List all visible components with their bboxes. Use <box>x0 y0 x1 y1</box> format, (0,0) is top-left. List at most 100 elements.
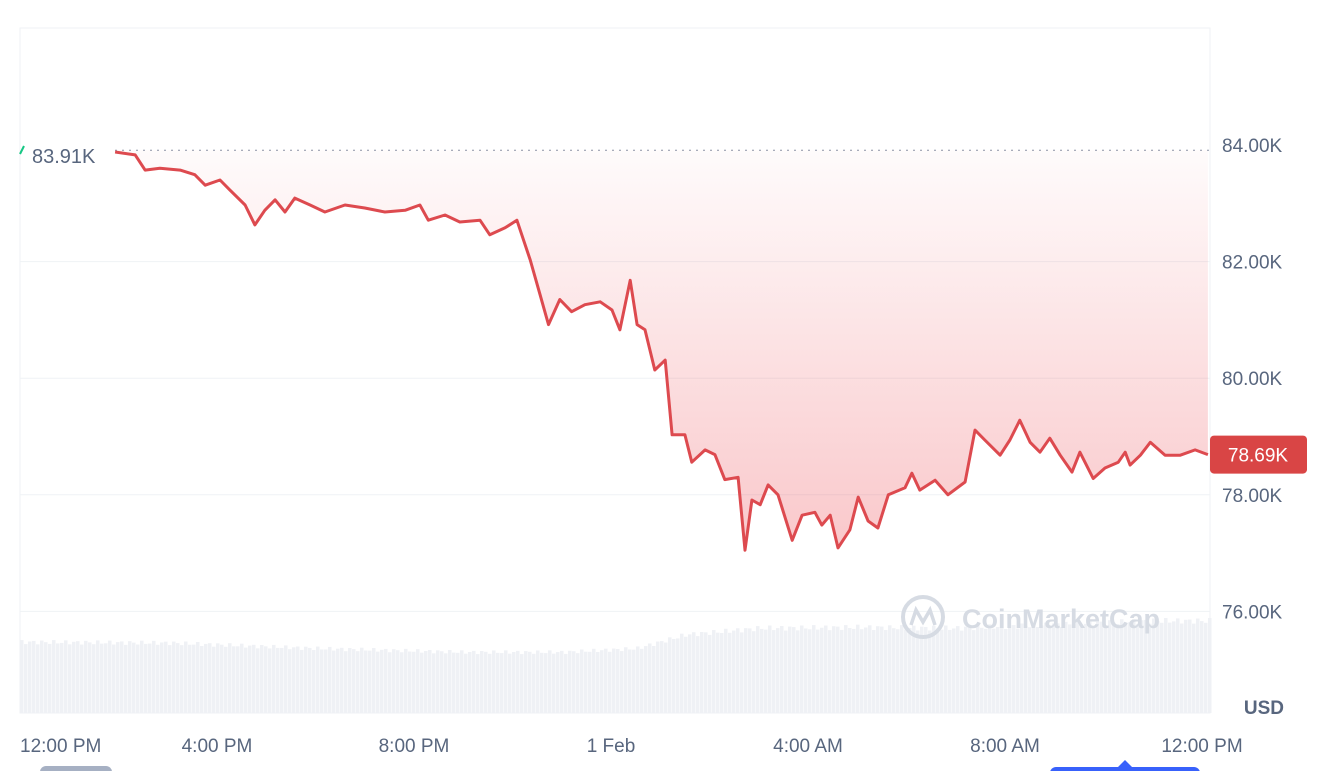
volume-bar <box>108 640 112 713</box>
volume-bar <box>1176 618 1180 713</box>
volume-bar <box>720 632 724 713</box>
volume-bar <box>616 648 620 713</box>
volume-bar <box>1144 619 1148 713</box>
volume-bar <box>140 640 144 713</box>
volume-bar <box>284 645 288 713</box>
volume-bar <box>1108 620 1112 713</box>
volume-bar <box>1092 625 1096 713</box>
x-tick-label: 1 Feb <box>587 736 636 757</box>
volume-bar <box>308 647 312 713</box>
volume-bar <box>204 643 208 713</box>
volume-bar <box>944 625 948 713</box>
range-handle-right[interactable] <box>1050 767 1200 771</box>
volume-bar <box>196 642 200 713</box>
volume-bar <box>372 648 376 713</box>
volume-bar <box>708 634 712 713</box>
volume-bar <box>1080 625 1084 713</box>
volume-bar <box>520 654 524 713</box>
volume-bar <box>76 641 80 713</box>
volume-bar <box>688 634 692 713</box>
volume-bar <box>432 653 436 713</box>
volume-bar <box>40 640 44 713</box>
volume-bar <box>388 652 392 713</box>
volume-bar <box>576 653 580 713</box>
volume-bar <box>1000 624 1004 713</box>
volume-bar <box>404 648 408 713</box>
volume-bar <box>1148 623 1152 713</box>
volume-bar <box>100 643 104 713</box>
volume-bar <box>212 646 216 713</box>
volume-bar <box>940 629 944 713</box>
volume-bar <box>748 628 752 713</box>
volume-bar <box>564 653 568 713</box>
volume-bar <box>232 646 236 713</box>
volume-bar <box>184 641 188 713</box>
volume-bar <box>80 644 84 713</box>
price-area-fill <box>115 150 1208 551</box>
volume-bar <box>644 646 648 713</box>
volume-bar <box>396 650 400 713</box>
volume-bar <box>276 647 280 713</box>
volume-bar <box>824 625 828 713</box>
volume-bar <box>240 643 244 713</box>
volume-bar <box>1188 619 1192 713</box>
volume-bar <box>972 630 976 713</box>
volume-bar <box>812 625 816 713</box>
volume-bar <box>636 646 640 713</box>
volume-bar <box>220 644 224 713</box>
volume-bar <box>1204 622 1208 713</box>
volume-bar <box>608 651 612 713</box>
volume-bar <box>640 648 644 713</box>
volume-bar <box>1064 621 1068 713</box>
volume-bar <box>412 651 416 713</box>
volume-bar <box>1084 623 1088 713</box>
volume-bar <box>780 625 784 713</box>
volume-bar <box>840 629 844 713</box>
volume-bar <box>188 644 192 713</box>
volume-bar <box>144 643 148 713</box>
volume-bar <box>352 649 356 713</box>
volume-bar <box>724 628 728 713</box>
volume-bar <box>112 644 116 713</box>
volume-bar <box>548 650 552 713</box>
volume-bar <box>384 648 388 713</box>
volume-bar <box>668 637 672 713</box>
last-price-tag: 78.69K <box>1210 435 1307 474</box>
volume-bar <box>744 628 748 713</box>
volume-bar <box>436 650 440 713</box>
coinmarketcap-logo-icon <box>901 595 945 639</box>
volume-bar <box>596 651 600 713</box>
volume-bar <box>1160 622 1164 713</box>
volume-bar <box>256 648 260 713</box>
volume-bar <box>312 650 316 713</box>
volume-bar <box>924 626 928 713</box>
volume-bar <box>208 643 212 713</box>
volume-bar <box>492 650 496 713</box>
volume-bar <box>236 646 240 713</box>
volume-bar <box>324 649 328 713</box>
volume-bar <box>356 651 360 713</box>
volume-bar <box>864 627 868 713</box>
volume-bar <box>1104 625 1108 713</box>
volume-bar <box>728 632 732 713</box>
volume-bar <box>692 632 696 713</box>
volume-bar <box>56 643 60 713</box>
volume-bar <box>200 646 204 713</box>
volume-bar <box>348 648 352 713</box>
volume-bar <box>504 650 508 713</box>
volume-bar <box>304 646 308 713</box>
volume-bar <box>192 644 196 713</box>
volume-bar <box>1180 623 1184 713</box>
volume-bar <box>696 636 700 713</box>
volume-bar <box>948 629 952 713</box>
volume-bar <box>364 650 368 713</box>
volume-bar <box>400 652 404 713</box>
x-tick-label: 12:00 PM <box>1161 736 1242 757</box>
volume-bar <box>792 627 796 713</box>
range-handle-left[interactable] <box>40 766 112 771</box>
volume-bar <box>252 644 256 713</box>
y-tick-label: 76.00K <box>1222 602 1283 623</box>
volume-bar <box>224 646 228 713</box>
price-line <box>114 150 1209 552</box>
